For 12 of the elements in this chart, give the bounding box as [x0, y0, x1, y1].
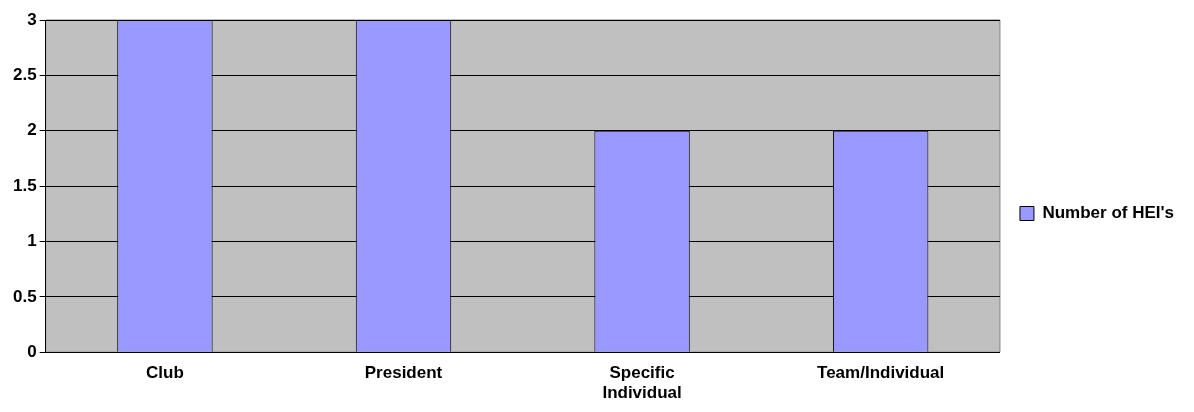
y-tick-label: 1.5 — [12, 175, 37, 195]
y-tick-label: 2.5 — [12, 65, 37, 85]
x-tick-label: Specific Individual — [602, 363, 682, 403]
legend-label: Number of HEI's — [1042, 203, 1174, 223]
y-tick-label: 0.5 — [12, 286, 37, 306]
y-tick-label: 0 — [27, 341, 37, 361]
y-tick-label: 3 — [27, 9, 37, 29]
x-tick-label: President — [364, 363, 443, 383]
x-tick-label: Club — [146, 363, 184, 383]
y-tick-label: 2 — [27, 120, 37, 140]
y-tick-label: 1 — [27, 231, 37, 251]
x-tick-label: Team/Individual — [817, 363, 945, 383]
